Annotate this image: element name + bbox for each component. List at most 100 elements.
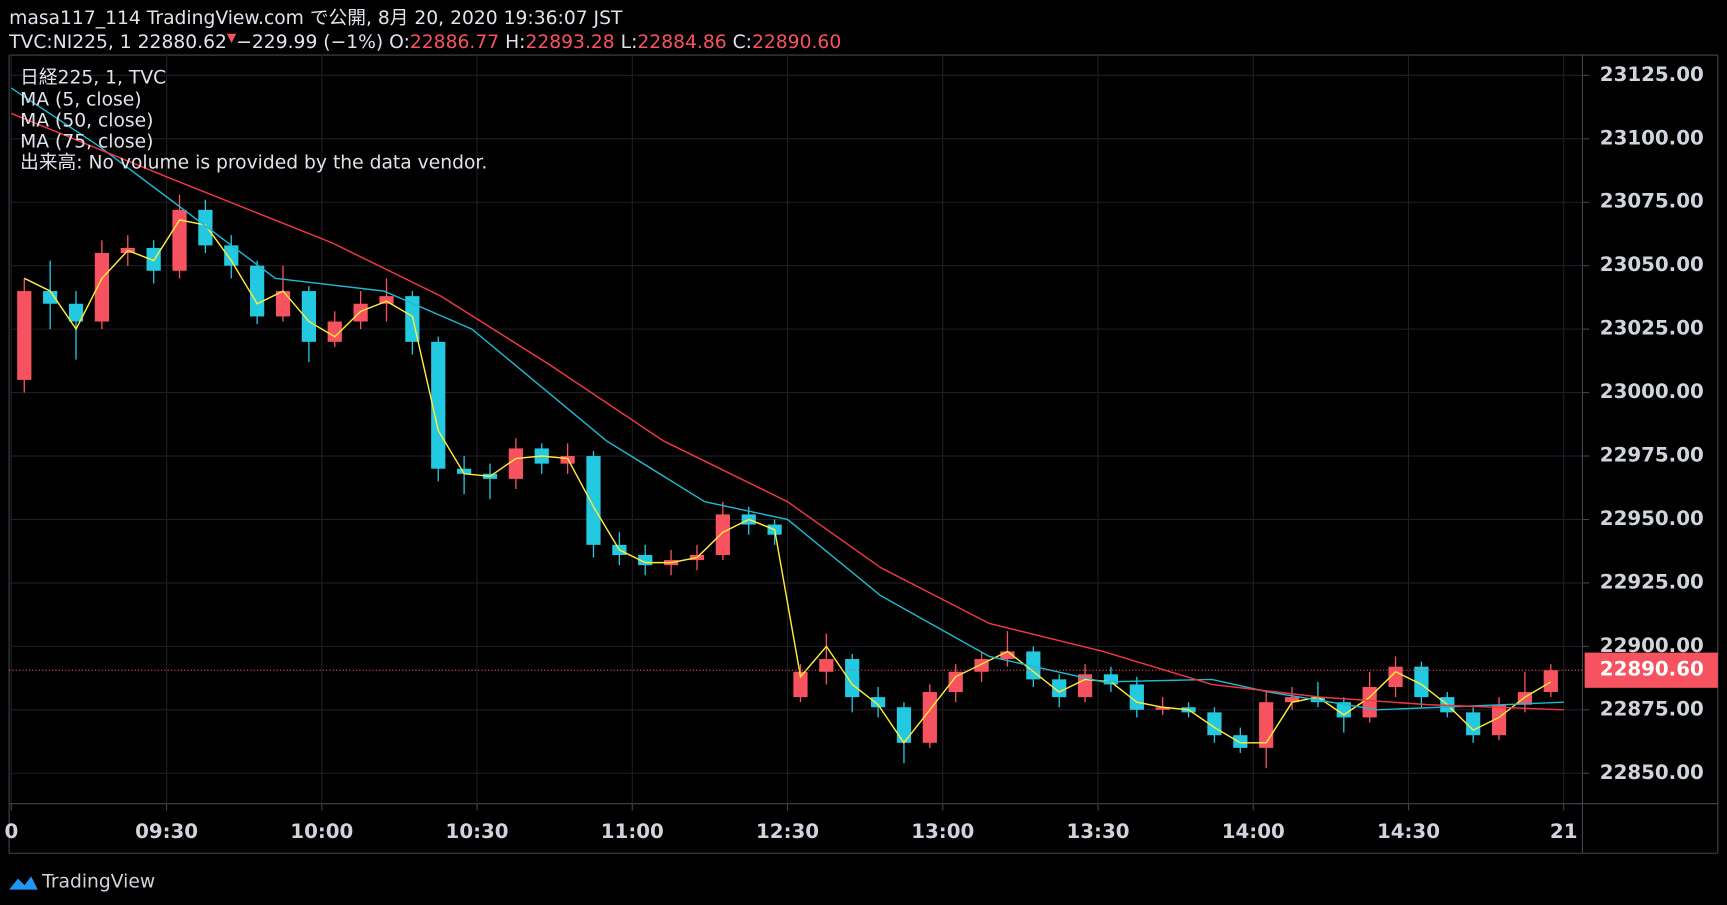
candle-body xyxy=(43,291,58,304)
candle xyxy=(948,664,963,703)
candle-body xyxy=(870,697,886,708)
candle-body xyxy=(586,456,601,545)
candle xyxy=(715,501,730,561)
legend-entry[interactable]: MA (5, close) xyxy=(20,90,141,111)
y-tick-label: 22875.00 xyxy=(1600,697,1704,720)
grid xyxy=(9,55,1590,811)
candle xyxy=(793,664,808,703)
candle xyxy=(1052,674,1067,708)
x-tick-label: 14:00 xyxy=(1222,820,1285,843)
y-tick-label: 22975.00 xyxy=(1600,444,1704,467)
candle xyxy=(353,291,368,330)
candle xyxy=(508,438,523,490)
candle xyxy=(17,278,32,393)
last-price-box xyxy=(1584,652,1718,688)
candle xyxy=(870,686,886,718)
x-tick-label: 11:00 xyxy=(601,820,664,843)
candle xyxy=(1103,666,1119,693)
y-tick-label: 22950.00 xyxy=(1600,507,1704,530)
last-price-label: 22890.60 xyxy=(1600,658,1704,681)
y-tick-label: 23100.00 xyxy=(1600,126,1704,149)
legend: 日経225, 1, TVC MA (5, close) MA (50, clos… xyxy=(20,68,487,174)
y-tick-label: 22925.00 xyxy=(1600,570,1704,593)
candle-body xyxy=(301,291,316,342)
y-tick-label: 22900.00 xyxy=(1600,634,1704,657)
y-tick-label: 22850.00 xyxy=(1600,761,1704,784)
candle-body xyxy=(1155,707,1170,710)
plot xyxy=(9,87,1583,769)
candle xyxy=(1543,664,1558,698)
o-label: O: xyxy=(389,31,410,52)
candle xyxy=(224,235,239,279)
candle-body xyxy=(1284,697,1300,703)
volume-note: 出来高: No volume is provided by the data v… xyxy=(20,152,487,173)
candle-body xyxy=(224,245,239,266)
candle xyxy=(586,450,601,558)
symbol-label: 日経225, 1, TVC xyxy=(20,68,166,89)
x-tick-label: 13:00 xyxy=(911,820,974,843)
candle-body xyxy=(1233,735,1248,748)
candle xyxy=(819,633,834,685)
ma-line xyxy=(10,87,1564,711)
h-label: H: xyxy=(505,31,525,52)
candle-body xyxy=(1414,666,1429,698)
symbol: TVC:NI225, 1 22880.62 xyxy=(8,31,227,52)
candle xyxy=(68,291,84,360)
x-tick-label: 0 xyxy=(4,820,18,843)
candle-body xyxy=(1336,702,1351,718)
candle-body xyxy=(275,291,291,317)
candle-body xyxy=(1466,712,1481,736)
l-label: L: xyxy=(621,31,638,52)
brand-logo: TradingView xyxy=(9,871,155,892)
x-tick-label: 13:30 xyxy=(1066,820,1129,843)
candle xyxy=(327,311,342,347)
candle-body xyxy=(327,321,342,342)
candle xyxy=(250,260,265,325)
x-tick-label: 10:00 xyxy=(290,820,353,843)
l: 22884.86 xyxy=(637,31,726,52)
candle xyxy=(638,544,653,576)
ma-line xyxy=(11,112,1564,711)
candle-body xyxy=(1129,684,1144,710)
candle xyxy=(301,285,316,363)
y-tick-label: 23050.00 xyxy=(1600,253,1704,276)
candle-body xyxy=(1103,674,1119,685)
logo-icon xyxy=(9,876,38,890)
candle-body xyxy=(819,659,834,672)
x-tick-label: 21 xyxy=(1550,820,1578,843)
candle xyxy=(896,702,912,764)
candle-body xyxy=(896,707,912,743)
candle-body xyxy=(379,296,394,304)
candle-body xyxy=(457,468,472,474)
candle-body xyxy=(1259,702,1274,748)
candle xyxy=(146,240,161,284)
candle-body xyxy=(1491,704,1507,736)
legend-entry[interactable]: MA (50, close) xyxy=(20,111,153,132)
candle-body xyxy=(922,692,937,743)
candle xyxy=(1466,707,1481,743)
x-tick-label: 09:30 xyxy=(135,820,198,843)
candle-body xyxy=(198,209,213,246)
x-tick-label: 10:30 xyxy=(446,820,509,843)
candle xyxy=(275,265,291,322)
candle-body xyxy=(1026,651,1041,680)
y-tick-label: 23025.00 xyxy=(1600,317,1704,340)
header-ohlc: TVC:NI225, 1 22880.62▼−229.99 (−1%) O:22… xyxy=(8,30,841,52)
candle-body xyxy=(638,555,653,566)
legend-entry[interactable]: MA (75, close) xyxy=(20,132,153,153)
o: 22886.77 xyxy=(410,31,499,52)
candle-body xyxy=(68,303,84,322)
candle xyxy=(1233,727,1248,753)
candle xyxy=(1155,697,1170,715)
candle-body xyxy=(146,247,161,271)
y-tick-label: 23125.00 xyxy=(1600,63,1704,86)
candle-body xyxy=(353,303,368,322)
candle-body xyxy=(948,671,963,693)
candle-body xyxy=(17,291,32,380)
candle-body xyxy=(250,265,265,317)
header-line: masa117_114 TradingView.com で公開, 8月 20, … xyxy=(9,8,623,29)
ma-line xyxy=(24,219,1552,745)
candle-body xyxy=(1543,670,1558,693)
candle-body xyxy=(508,448,523,479)
